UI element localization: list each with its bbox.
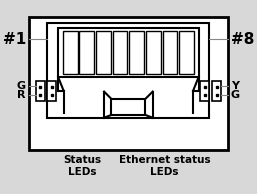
Text: #1: #1 [3, 32, 26, 47]
Text: #8: #8 [231, 32, 254, 47]
Text: R: R [17, 90, 26, 100]
Text: Status
LEDs: Status LEDs [63, 155, 102, 177]
Bar [200, 81, 209, 101]
Bar [111, 99, 145, 115]
Bar [113, 31, 127, 74]
Bar [212, 81, 221, 101]
Bar [29, 17, 228, 150]
Text: Y: Y [231, 81, 239, 91]
Bar [179, 31, 194, 74]
Bar [79, 31, 94, 74]
Bar [47, 81, 56, 101]
Text: G: G [231, 90, 240, 100]
Bar [146, 31, 161, 74]
Bar [63, 31, 78, 74]
Bar [58, 28, 199, 77]
Text: G: G [17, 81, 26, 91]
Bar [47, 23, 209, 118]
Bar [163, 31, 177, 74]
Text: Ethernet status
LEDs: Ethernet status LEDs [118, 155, 210, 177]
Bar [129, 31, 144, 74]
Bar [96, 31, 111, 74]
Bar [36, 81, 45, 101]
